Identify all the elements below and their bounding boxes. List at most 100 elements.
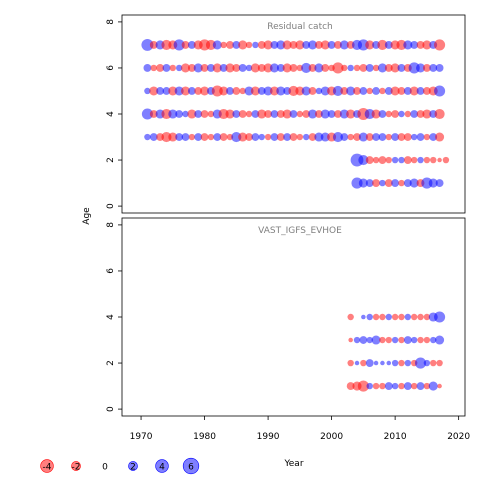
bubble-top-age5-1990: [263, 86, 273, 96]
bubble-top-age4-1986: [238, 110, 247, 118]
bubble-top-age4-2017: [434, 108, 445, 120]
bubble-top-age5-2001: [332, 85, 344, 97]
bubble-bottom-age3-2009: [385, 336, 392, 344]
bubble-bottom-age2-2007: [373, 360, 379, 366]
bubble-top-age4-1998: [314, 110, 323, 118]
bubble-top-age3-1998: [314, 132, 324, 142]
bubble-top-age4-1977: [182, 110, 189, 118]
bubble-top-age7-2011: [396, 39, 407, 50]
bubble-top-age5-1994: [288, 85, 299, 97]
bubble-top-age4-1992: [276, 110, 285, 118]
x-tick-label-1970: 1970: [130, 432, 153, 442]
bubble-bottom-age1-2017: [437, 383, 442, 389]
bubble-top-age6-1981: [207, 64, 215, 72]
y-tick-label-top-6: 6: [106, 65, 116, 71]
legend-label-2: 2: [130, 463, 136, 473]
bubble-top-age3-1988: [251, 133, 260, 141]
bubble-top-age7-2012: [403, 40, 413, 50]
bubble-top-age3-1991: [270, 133, 279, 141]
bubble-top-age3-1981: [207, 133, 215, 141]
bubble-bottom-age3-2007: [371, 335, 381, 345]
bubble-top-age3-1993: [283, 133, 292, 141]
bubble-top-age5-1983: [219, 86, 229, 96]
bubble-top-age6-2001: [332, 62, 344, 74]
legend-bubble-2: [128, 461, 138, 471]
x-tick-label-1980: 1980: [193, 432, 216, 442]
bubble-top-age3-1977: [181, 133, 190, 141]
bubble-top-age7-2006: [365, 40, 375, 50]
y-tick-label-bottom-2: 2: [106, 360, 116, 366]
y-axis-label: Age: [82, 207, 92, 225]
bubble-top-age4-2006: [364, 108, 375, 120]
bubble-top-age4-2003: [346, 109, 356, 119]
bubble-top-age7-2001: [334, 41, 342, 49]
bubble-top-age3-2011: [397, 133, 406, 141]
bubble-bottom-age1-2012: [403, 382, 412, 390]
bubble-top-age5-1995: [295, 86, 305, 96]
bubble-top-age1-2013: [409, 178, 419, 188]
bubble-top-age5-2005: [359, 87, 368, 95]
bubble-top-age4-2008: [378, 110, 387, 118]
bubble-bottom-age2-2012: [404, 359, 412, 367]
bubble-top-age4-2012: [404, 110, 412, 118]
bubble-bottom-age2-2014: [415, 357, 427, 369]
y-tick-label-bottom-6: 6: [106, 268, 116, 274]
bubble-top-age3-1987: [245, 133, 253, 141]
bubble-top-age6-1973: [156, 64, 165, 72]
bubble-top-age5-1988: [250, 86, 260, 96]
bubble-top-age6-1996: [301, 62, 312, 74]
bubble-top-age5-2013: [409, 86, 419, 96]
bubble-top-age7-2015: [422, 40, 432, 50]
bubble-top-age7-1989: [257, 41, 266, 49]
bubble-bottom-age1-2010: [391, 382, 399, 390]
bubble-top-age2-2015: [423, 156, 431, 164]
bubble-top-age6-2017: [435, 64, 444, 72]
bubble-top-age6-1989: [257, 64, 266, 72]
bubble-top-age3-1976: [175, 133, 184, 141]
bubble-top-age4-1974: [161, 108, 172, 120]
bubble-top-age5-2015: [422, 87, 431, 95]
bubble-top-age4-1999: [320, 109, 330, 119]
bubble-bottom-age3-2011: [398, 336, 405, 344]
bubble-top-age3-1997: [308, 133, 317, 141]
bubble-top-age1-2008: [379, 179, 386, 187]
bubble-top-age4-2001: [334, 110, 342, 118]
bubble-bottom-age3-2010: [391, 336, 399, 344]
bubble-top-age3-1978: [188, 133, 196, 141]
bubble-top-age7-1993: [282, 40, 292, 50]
bubble-top-age3-1995: [296, 133, 304, 141]
bubble-top-age6-1976: [175, 64, 183, 72]
bubble-bottom-age2-2010: [391, 359, 399, 367]
bubble-top-age4-2015: [422, 109, 432, 119]
bubble-top-age2-2009: [385, 156, 392, 164]
bubble-top-age6-1987: [245, 64, 253, 72]
bubble-top-age7-1997: [308, 40, 318, 50]
bubble-bottom-age2-2009: [386, 360, 392, 366]
bubble-top-age7-1984: [226, 41, 234, 49]
bubble-top-age5-2008: [379, 87, 386, 95]
bubble-bottom-age2-2006: [365, 359, 374, 367]
bubble-top-age6-2015: [422, 64, 431, 72]
bubble-top-age6-1980: [200, 64, 209, 72]
bubble-top-age3-2015: [423, 133, 431, 141]
bubble-top-age6-1992: [276, 64, 285, 72]
bubble-top-age5-2010: [390, 86, 400, 96]
bubble-top-age1-2009: [384, 179, 393, 187]
bubble-top-age7-2000: [327, 41, 336, 49]
bubble-bottom-age4-2007: [372, 313, 380, 321]
bubble-top-age4-2014: [416, 110, 425, 118]
bubble-top-age5-2014: [416, 87, 425, 95]
legend-bubble--4: [40, 459, 54, 473]
bubble-bottom-age4-2013: [410, 313, 418, 321]
bubble-top-age7-1990: [263, 40, 273, 50]
bubble-top-age3-2001: [332, 131, 344, 143]
bubble-top-age6-2007: [372, 64, 380, 72]
panel-top-y-axis: 0 2 4 6 8: [106, 19, 122, 209]
bubble-top-age5-2017: [434, 85, 446, 97]
bubble-top-age6-1986: [238, 64, 247, 72]
bubble-top-age3-2010: [391, 133, 400, 141]
x-tick-label-2000: 2000: [320, 432, 343, 442]
bubble-top-age5-1987: [244, 86, 254, 96]
bubble-top-age5-1974: [162, 87, 171, 95]
